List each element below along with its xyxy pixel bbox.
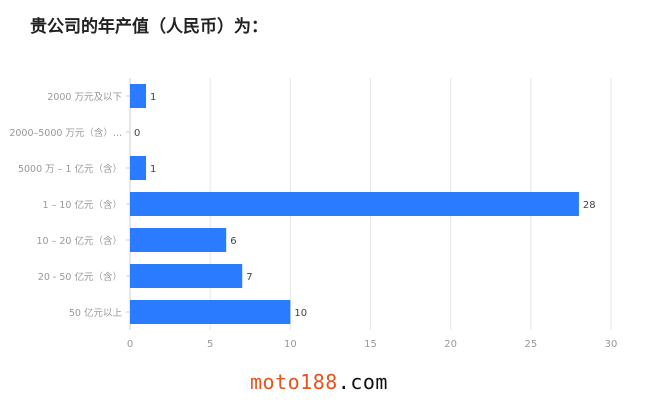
data-label: 10 <box>294 308 307 319</box>
y-category-label: 2000–5000 万元（含）... <box>9 127 122 139</box>
data-label: 1 <box>150 92 156 103</box>
y-category-label: 1 – 10 亿元（含） <box>43 199 122 211</box>
data-label: 0 <box>134 128 140 139</box>
x-tick-label: 0 <box>127 339 133 350</box>
bar <box>130 156 147 180</box>
data-label: 28 <box>583 200 596 211</box>
watermark: moto188.com <box>250 370 388 394</box>
watermark-part2: .com <box>337 370 388 394</box>
x-tick-label: 25 <box>524 339 537 350</box>
x-tick-label: 30 <box>605 339 618 350</box>
y-category-label: 2000 万元及以下 <box>47 92 122 103</box>
x-tick-label: 10 <box>284 339 297 350</box>
data-label: 7 <box>246 272 252 283</box>
bar <box>130 264 243 288</box>
y-category-label: 50 亿元以上 <box>69 307 123 319</box>
y-category-label: 20 - 50 亿元（含） <box>38 271 122 283</box>
bar <box>130 192 579 216</box>
data-label: 1 <box>150 164 156 175</box>
y-category-label: 5000 万 – 1 亿元（含） <box>18 163 122 175</box>
bar <box>130 228 227 252</box>
data-label: 6 <box>230 236 236 247</box>
x-tick-label: 20 <box>444 339 457 350</box>
bar <box>130 300 291 324</box>
x-tick-label: 15 <box>364 339 377 350</box>
bar <box>130 84 147 108</box>
y-category-label: 10 – 20 亿元（含） <box>37 235 123 247</box>
x-tick-label: 5 <box>207 339 213 350</box>
chart-title: 贵公司的年产值（人民币）为： <box>30 17 268 37</box>
watermark-part1: moto188 <box>250 370 338 394</box>
